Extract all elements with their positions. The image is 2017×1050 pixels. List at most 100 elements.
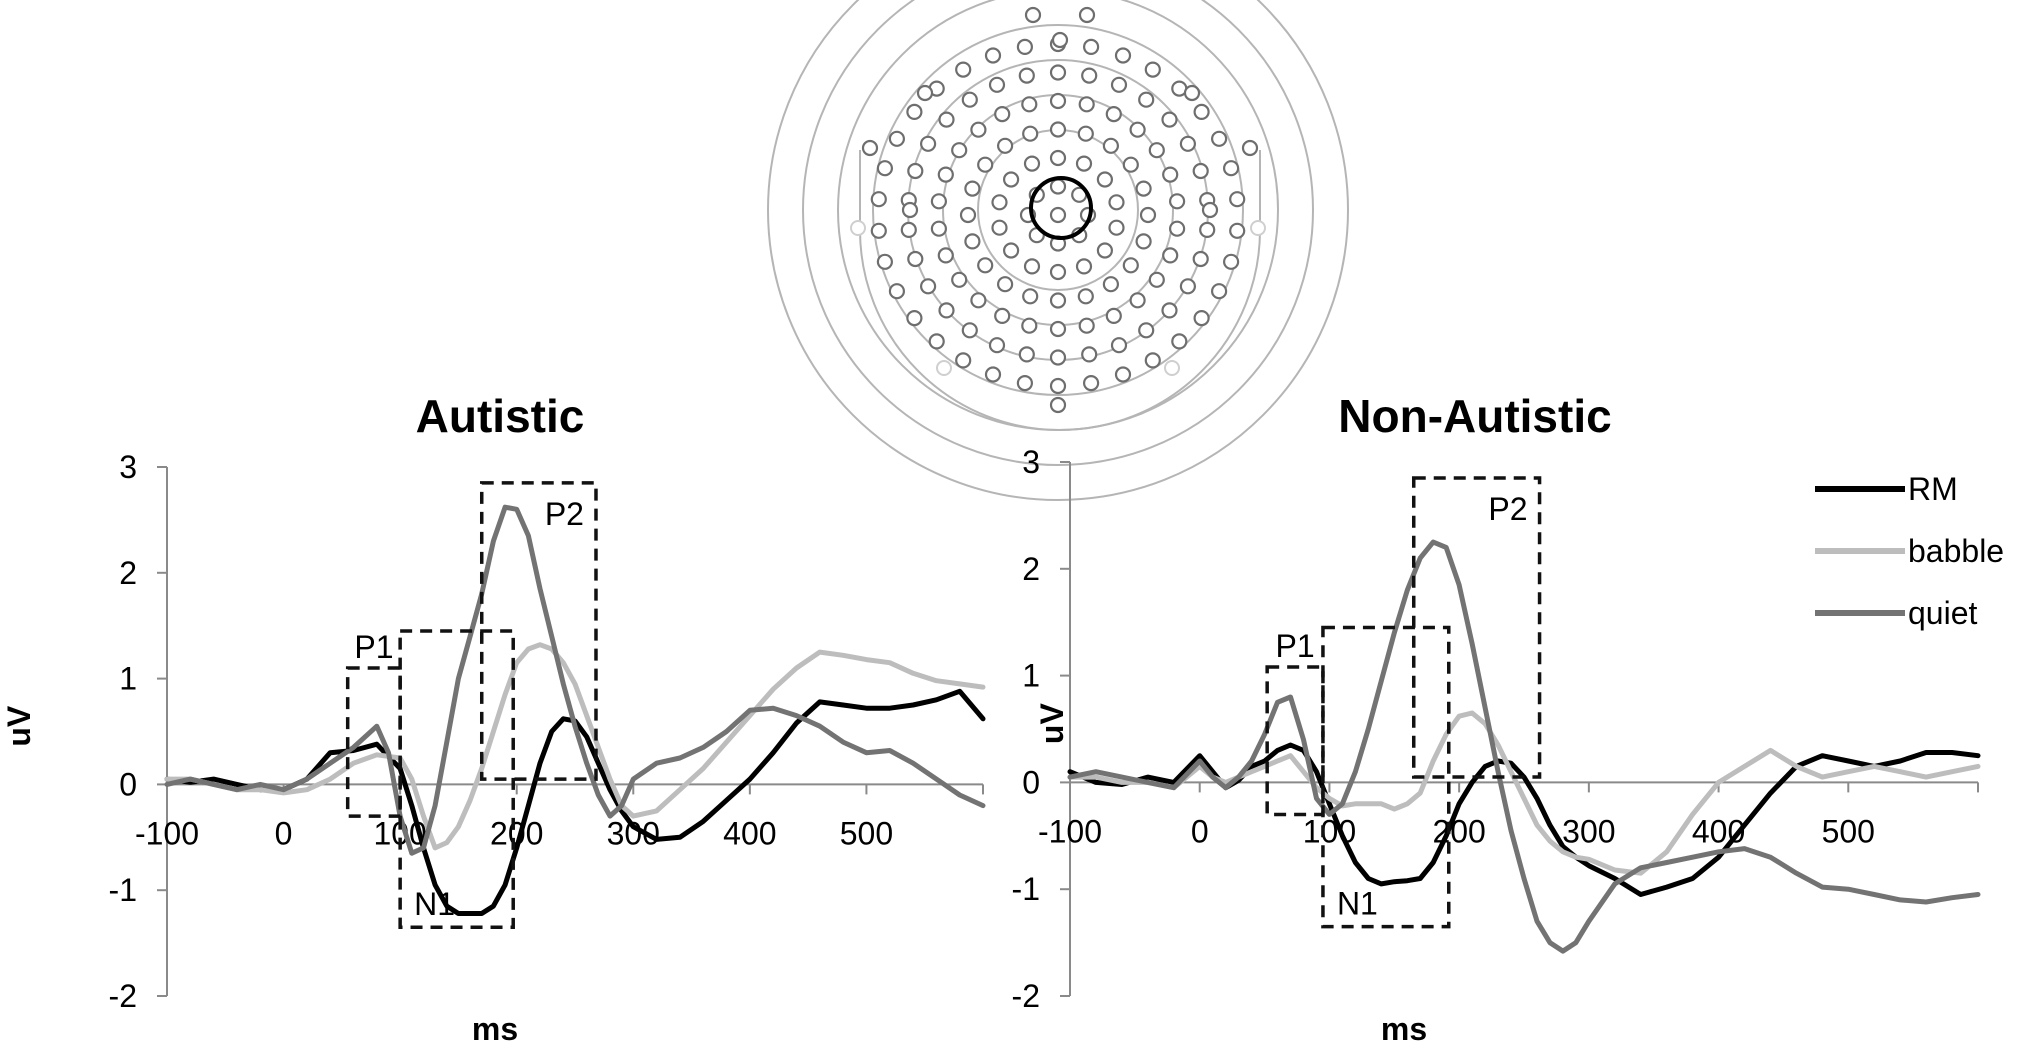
electrode — [1114, 47, 1132, 64]
reference-electrode — [1164, 360, 1180, 376]
x-tick-label: 400 — [723, 815, 776, 851]
electrode — [870, 191, 887, 208]
electrode — [984, 366, 1002, 383]
electrode — [1179, 135, 1197, 152]
y-tick-label: 1 — [1022, 658, 1040, 694]
electrode — [901, 201, 919, 219]
reference-electrode — [936, 360, 952, 376]
electrode — [961, 322, 978, 339]
electrode — [1144, 61, 1161, 78]
electrode — [1023, 258, 1041, 275]
y-tick-label: 3 — [1022, 444, 1040, 480]
electrode — [1024, 6, 1042, 24]
electrode — [1081, 67, 1098, 84]
electrode — [1078, 96, 1095, 113]
y-tick-label: 0 — [1022, 764, 1040, 800]
legend-label-rm: RM — [1908, 471, 1958, 507]
legend-label-babble: babble — [1908, 533, 2004, 569]
electrode — [955, 352, 972, 369]
electrode — [970, 121, 987, 138]
electrode — [1018, 67, 1035, 84]
electrode — [1199, 221, 1216, 238]
electrode — [938, 111, 955, 128]
electrode — [1077, 125, 1094, 142]
electrode-head-map — [767, 0, 1349, 501]
component-label-p2: P2 — [1488, 491, 1527, 527]
electrode — [1171, 333, 1188, 350]
head-outline — [859, 229, 1261, 431]
electrode — [1049, 64, 1067, 81]
y-tick-label: 2 — [1022, 551, 1040, 587]
electrode — [876, 160, 894, 177]
series-line-rm — [164, 688, 986, 916]
electrode — [1193, 310, 1210, 327]
electrode — [1002, 242, 1020, 259]
y-tick-label: -2 — [1012, 978, 1040, 1014]
x-tick-label: -100 — [135, 815, 199, 851]
electrode — [1222, 160, 1240, 177]
electrode — [1102, 137, 1120, 154]
electrode — [1075, 155, 1093, 172]
electrode — [888, 283, 906, 300]
x-tick-label: -100 — [1038, 813, 1102, 849]
electrode — [1078, 6, 1096, 24]
electrode — [1049, 92, 1067, 110]
electrode — [1016, 38, 1034, 56]
electrode — [1075, 258, 1093, 275]
x-axis-label: ms — [472, 1011, 518, 1045]
electrode — [1022, 125, 1039, 142]
electrode — [994, 105, 1011, 123]
chart-title: Non-Autistic — [1338, 390, 1611, 442]
electrode — [906, 103, 923, 121]
series-line-quiet — [1067, 539, 1981, 954]
y-axis-label: uV — [1, 705, 37, 747]
electrode — [1049, 292, 1067, 309]
electrode — [876, 253, 894, 270]
electrode — [984, 47, 1002, 64]
electrode — [907, 250, 924, 268]
electrode — [1229, 191, 1246, 208]
electrode — [1108, 194, 1125, 211]
chart-title: Autistic — [416, 390, 585, 442]
electrode — [1049, 263, 1067, 281]
electrode — [1105, 105, 1122, 123]
legend-label-quiet: quiet — [1908, 595, 1978, 631]
electrode — [1049, 149, 1067, 167]
electrode — [1162, 166, 1179, 183]
electrode — [1077, 288, 1094, 305]
electrode — [1144, 352, 1161, 369]
x-tick-label: 500 — [840, 815, 893, 851]
electrode — [988, 337, 1006, 354]
electrode — [1049, 396, 1067, 414]
y-tick-label: -1 — [1012, 871, 1040, 907]
electrode — [1082, 375, 1100, 392]
electrode — [959, 206, 977, 224]
x-axis-label: ms — [1381, 1011, 1427, 1045]
electrode — [907, 162, 924, 180]
electrode — [1138, 322, 1155, 339]
electrode — [964, 233, 981, 250]
electrode — [1049, 320, 1067, 338]
electrode — [1051, 31, 1069, 49]
head-ring — [872, 24, 1244, 396]
electrode — [1096, 171, 1114, 188]
electrode — [1192, 250, 1209, 268]
electrode — [1122, 156, 1139, 173]
electrode — [1002, 171, 1020, 188]
y-tick-label: 1 — [119, 661, 137, 697]
electrode — [955, 61, 972, 78]
electrode — [1168, 220, 1186, 237]
electrode — [961, 91, 978, 108]
electrode — [1192, 162, 1209, 180]
electrode — [1018, 346, 1035, 363]
electrode — [938, 302, 955, 319]
electrode — [1021, 317, 1038, 334]
electrode — [930, 220, 948, 237]
electrode — [988, 76, 1006, 93]
electrode — [1135, 233, 1152, 250]
electrode — [1049, 178, 1067, 195]
electrode — [928, 333, 945, 350]
electrode — [861, 139, 879, 157]
